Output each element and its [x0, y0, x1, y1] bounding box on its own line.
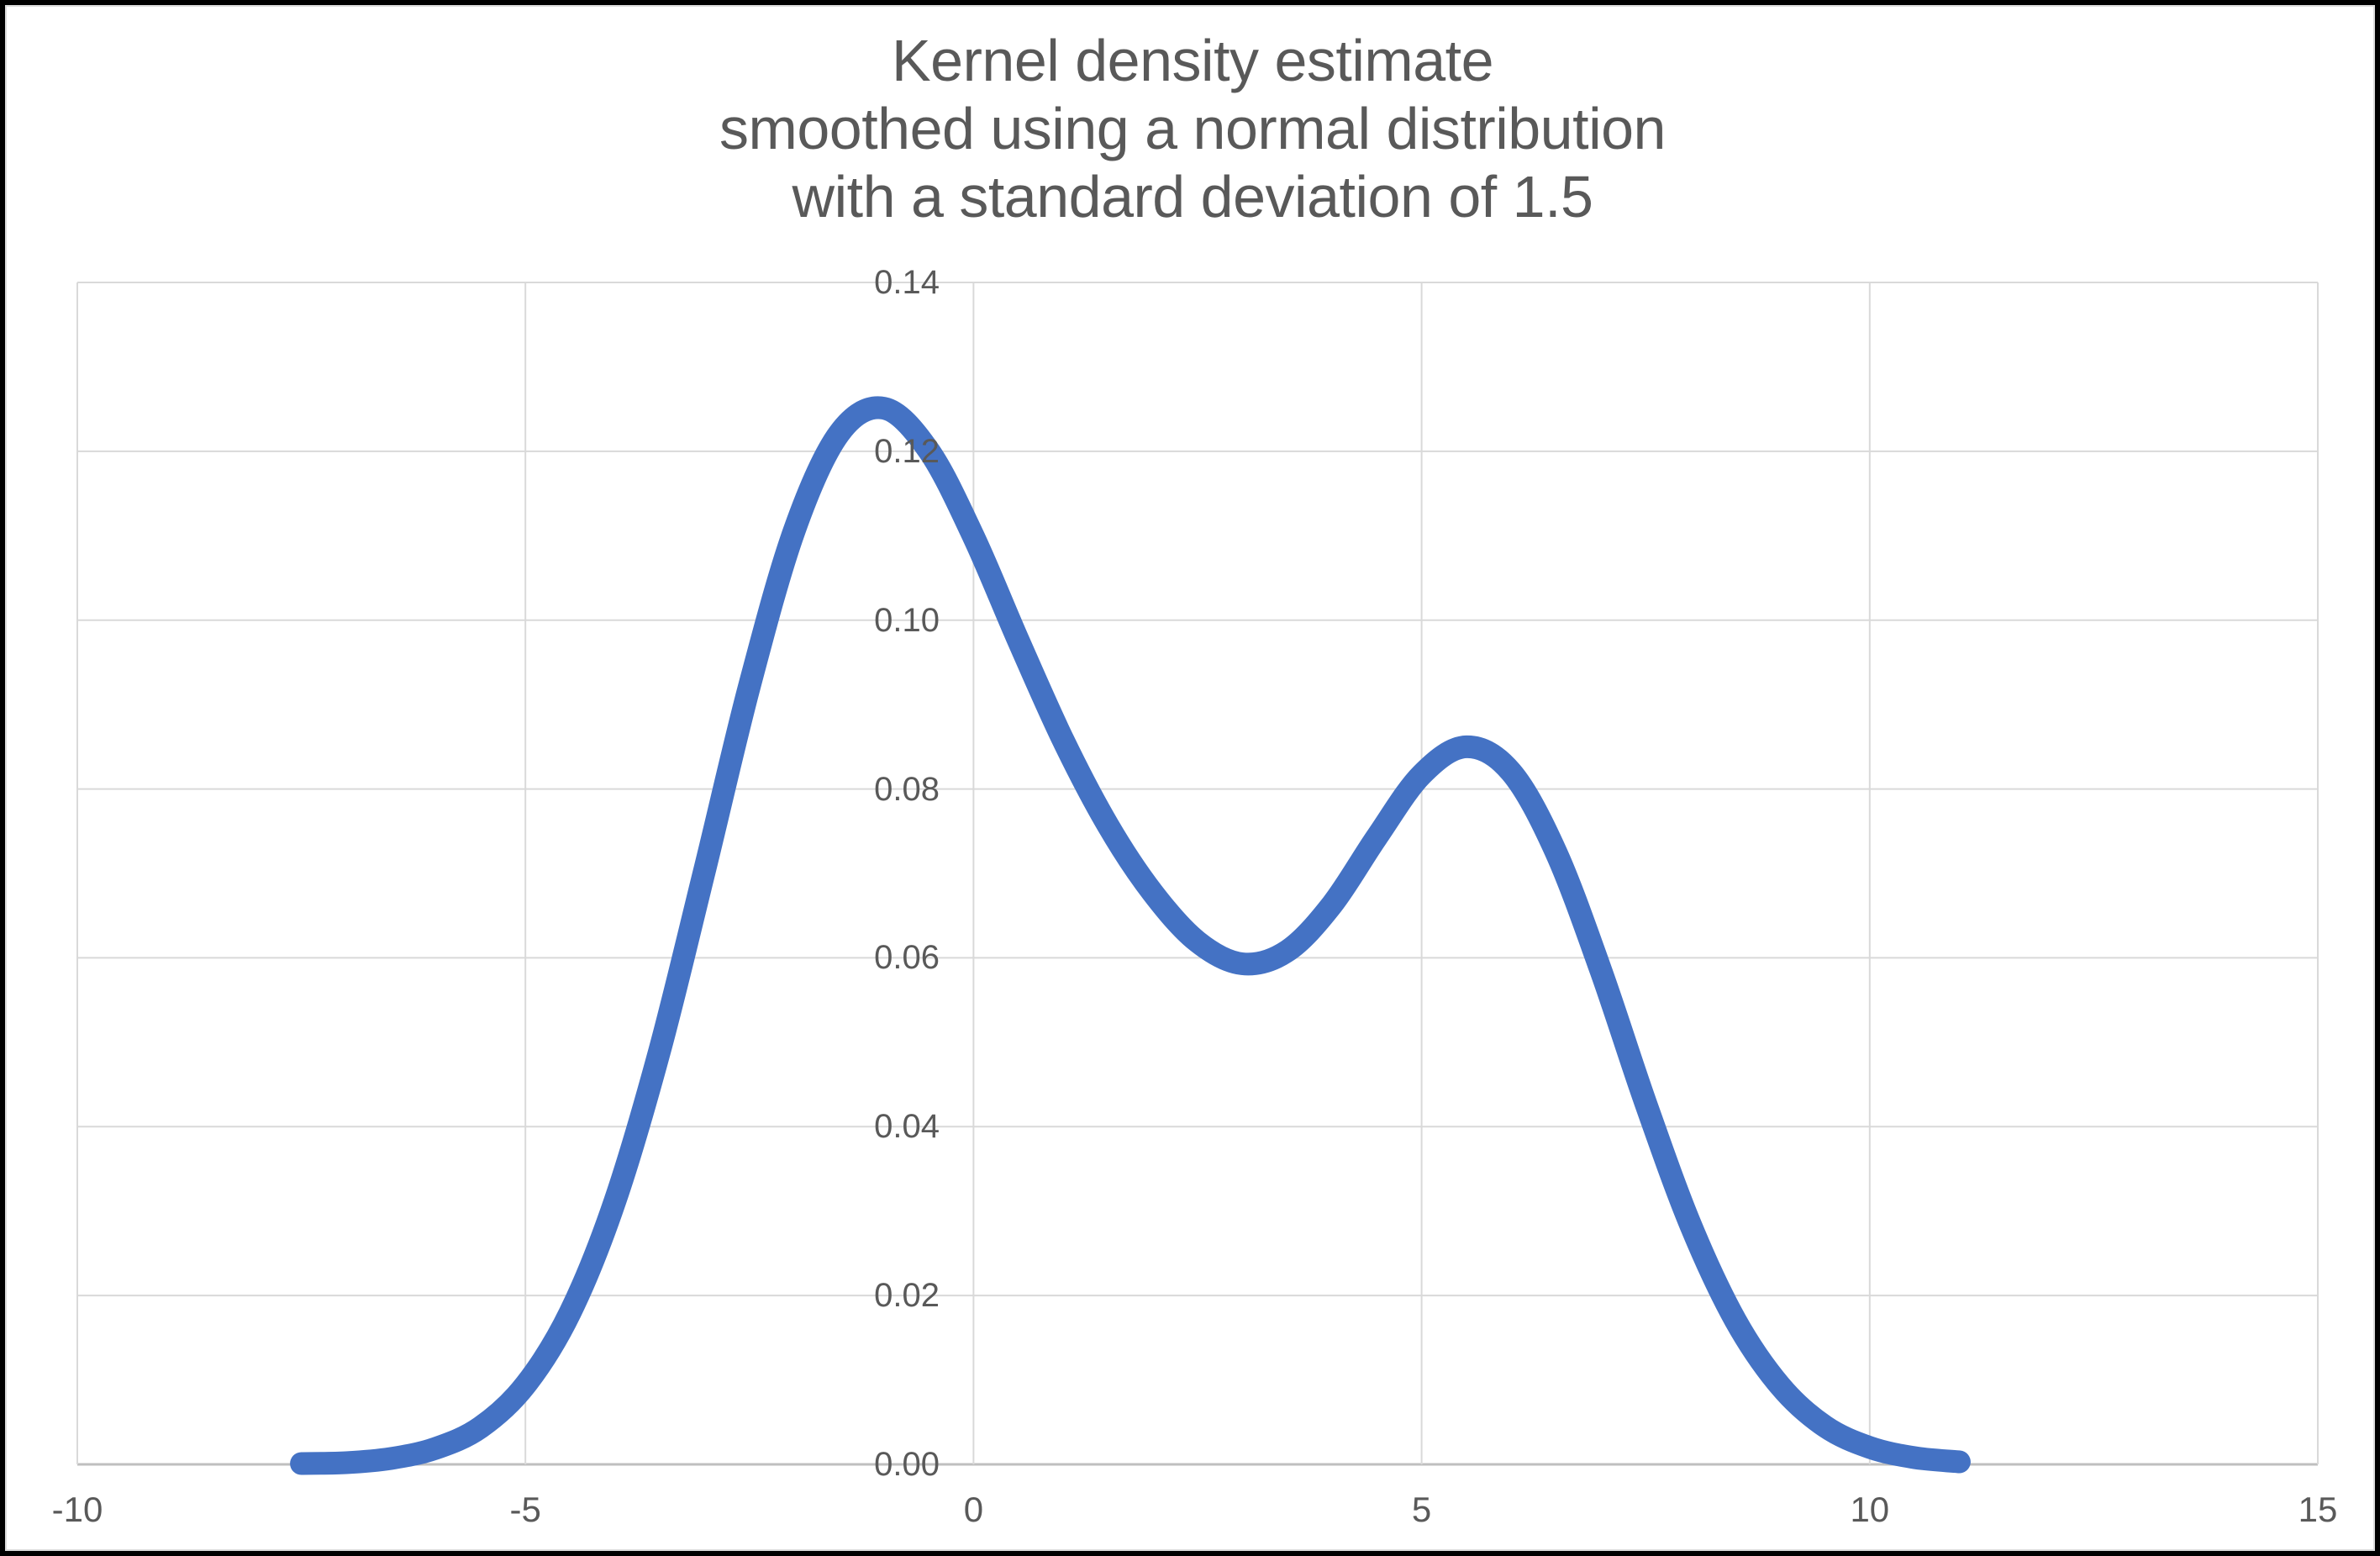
y-tick-label: 0.06 [874, 939, 940, 977]
chart-title-line-2: smoothed using a normal distribution [719, 96, 1666, 161]
y-tick-label: 0.14 [874, 264, 940, 301]
chart-title: Kernel density estimate smoothed using a… [72, 27, 2313, 231]
chart-title-line-1: Kernel density estimate [891, 28, 1494, 93]
y-tick-label: 0.08 [874, 770, 940, 808]
y-tick-label: 0.04 [874, 1108, 940, 1146]
y-tick-label: 0.02 [874, 1277, 940, 1315]
x-tick-label: -5 [509, 1490, 541, 1529]
x-tick-label: 0 [963, 1490, 984, 1529]
plot-area [76, 282, 2319, 1475]
y-tick-label: 0.10 [874, 601, 940, 639]
x-tick-label: 5 [1411, 1490, 1432, 1529]
y-tick-label: 0.12 [874, 432, 940, 470]
x-tick-label: 10 [1850, 1490, 1890, 1529]
x-tick-label: 15 [2298, 1490, 2338, 1529]
kde-curve [290, 396, 1971, 1475]
y-tick-label: 0.00 [874, 1446, 940, 1483]
x-tick-label: -10 [51, 1490, 103, 1529]
chart-title-line-3: with a standard deviation of 1.5 [792, 164, 1593, 229]
